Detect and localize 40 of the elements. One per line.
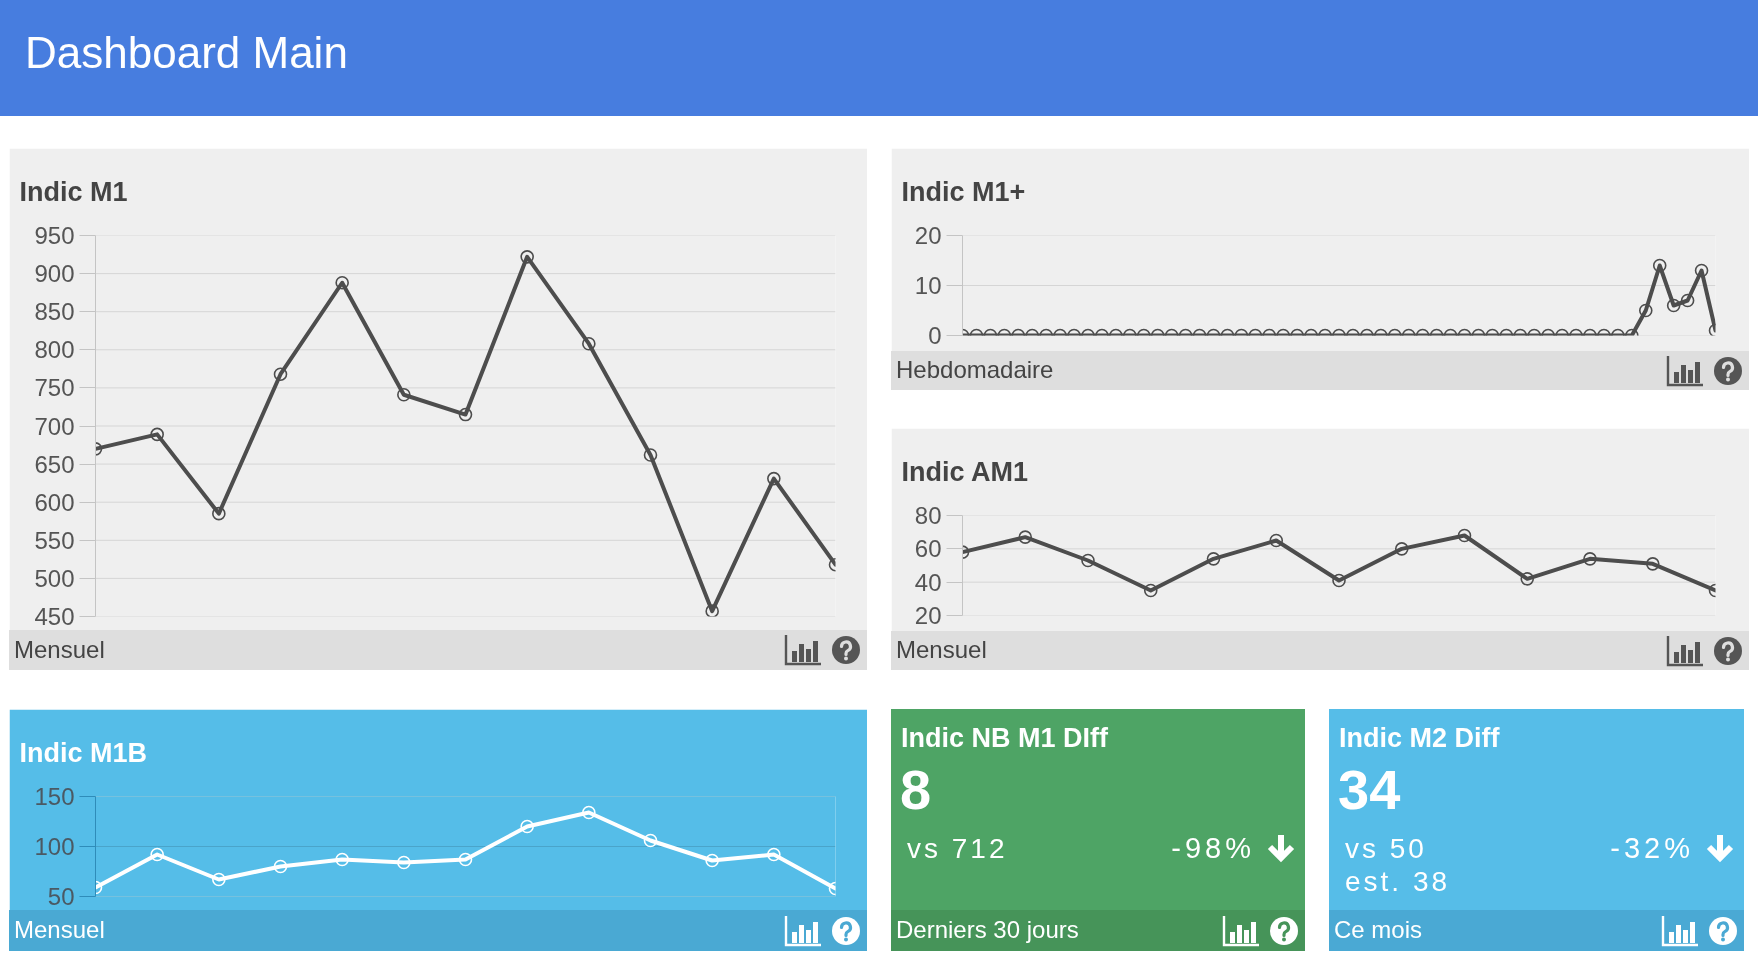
y-tick-label: 550 [34, 526, 75, 554]
text: vs 50 [1345, 832, 1427, 865]
text: Ce mois [1334, 915, 1423, 946]
text: vs 712 [907, 832, 1008, 865]
y-tick-label: 750 [34, 374, 75, 402]
y-tick-label: 20 [914, 602, 942, 629]
y-tick-label: 20 [914, 222, 942, 249]
y-tick-label: 100 [34, 833, 75, 860]
text: Mensuel [896, 635, 987, 666]
y-tick-label: 600 [34, 488, 75, 516]
chart-title: Indic M1+ [901, 176, 1026, 207]
text: Derniers 30 jours [896, 915, 1079, 946]
y-tick-label: 0 [928, 322, 942, 349]
chart-title: Indic AM1 [901, 456, 1029, 487]
text: 34 [1338, 758, 1401, 822]
text: Indic M2 Diff [1339, 722, 1500, 754]
y-tick-label: 650 [34, 450, 75, 478]
y-tick-label: 500 [34, 564, 75, 592]
text: Mensuel [14, 915, 105, 946]
y-tick-label: 40 [914, 568, 942, 596]
y-tick-label: 700 [34, 412, 75, 440]
chart-title: Indic M1B [19, 737, 148, 768]
y-tick-label: 10 [914, 272, 942, 299]
text: Mensuel [14, 634, 105, 665]
y-tick-label: 60 [914, 535, 942, 563]
text: -98% [1171, 832, 1255, 865]
y-tick-label: 800 [34, 336, 75, 364]
text: 8 [900, 758, 932, 822]
y-tick-label: 900 [34, 260, 75, 288]
chart-title: Indic M1 [19, 176, 128, 207]
y-tick-label: 80 [914, 502, 942, 529]
y-tick-label: 50 [47, 883, 75, 910]
y-tick-label: 850 [34, 298, 75, 326]
text: Indic NB M1 DIff [901, 722, 1108, 754]
text: Hebdomadaire [896, 355, 1054, 386]
y-tick-label: 450 [34, 603, 75, 630]
text: -32% [1610, 832, 1694, 865]
y-tick-label: 150 [34, 783, 75, 810]
y-tick-label: 950 [34, 222, 75, 249]
text: est. 38 [1345, 865, 1451, 898]
